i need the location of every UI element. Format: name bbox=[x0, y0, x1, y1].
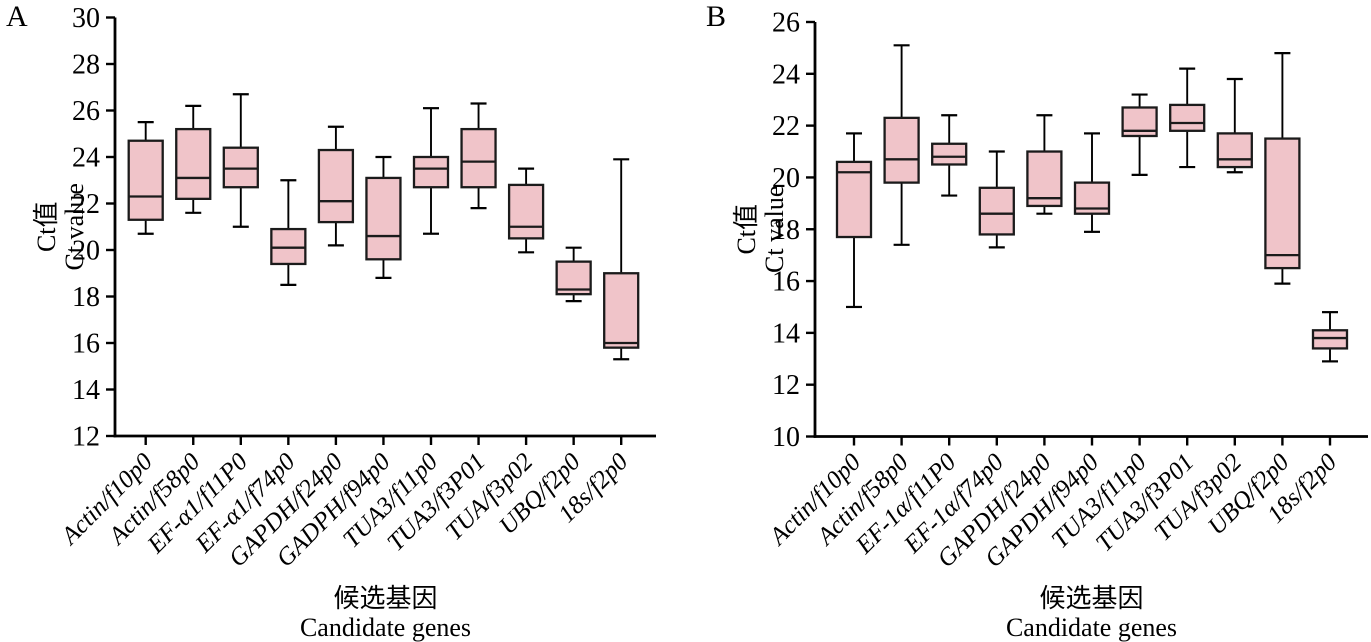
iqr-box bbox=[365, 176, 402, 261]
y-tick-label: 28 bbox=[72, 50, 100, 81]
y-tick-labels: 10 12 14 16 18 20 22 24 26 bbox=[772, 8, 815, 453]
iqr-box bbox=[412, 155, 450, 189]
box-UBQ/f2p0 bbox=[555, 246, 592, 303]
iqr-box bbox=[317, 148, 355, 224]
iqr-box bbox=[270, 227, 307, 266]
iqr-box bbox=[1311, 329, 1349, 350]
y-tick-label: 26 bbox=[72, 96, 100, 127]
y-axis-title: Ct值 Ct value bbox=[32, 183, 89, 270]
panel-b-letter: B bbox=[706, 0, 727, 33]
box-UBQ/f2p0 bbox=[1264, 51, 1301, 285]
panel-a-letter: A bbox=[6, 0, 28, 33]
box-EF-α1/f74p0 bbox=[270, 179, 307, 286]
box-TUA3/f11p0 bbox=[1121, 93, 1158, 176]
box-GAPDH/f24p0 bbox=[1026, 114, 1063, 215]
iqr-box bbox=[835, 160, 873, 239]
box-GAPDH/f94p0 bbox=[1073, 132, 1111, 233]
y-tick-label: 24 bbox=[772, 59, 800, 90]
y-tick-label: 26 bbox=[772, 8, 800, 39]
panel-B: 10 12 14 16 18 20 22 24 26 Actin/f10p0Actin/f58p0… bbox=[732, 8, 1368, 642]
iqr-box bbox=[127, 139, 164, 221]
y-tick-label: 14 bbox=[772, 318, 800, 349]
y-axis-title-line: Ct值 bbox=[732, 204, 761, 255]
x-axis-title-line: Candidate genes bbox=[1006, 613, 1177, 642]
iqr-box bbox=[1169, 103, 1206, 132]
box-TUA3/f3P01 bbox=[1169, 67, 1206, 169]
y-tick-label: 16 bbox=[72, 329, 100, 360]
y-tick-label: 14 bbox=[72, 375, 100, 406]
y-tick-label: 22 bbox=[772, 111, 800, 142]
iqr-box bbox=[603, 272, 640, 349]
iqr-box bbox=[1026, 150, 1063, 208]
iqr-box bbox=[1216, 132, 1253, 169]
y-tick-label: 20 bbox=[72, 236, 100, 267]
iqr-box bbox=[507, 183, 545, 240]
iqr-box bbox=[978, 186, 1015, 236]
box-18s/f2p0 bbox=[603, 158, 640, 361]
x-axis-title-line: 候选基因 bbox=[333, 584, 437, 613]
panel-A: 12 14 16 18 20 22 24 26 28 30 Actin/f10p0Actin/f58… bbox=[32, 3, 656, 642]
y-tick-label: 16 bbox=[772, 267, 800, 298]
iqr-box bbox=[1264, 137, 1301, 270]
y-tick-label: 24 bbox=[72, 143, 100, 174]
box-TUA/f3p02 bbox=[507, 167, 545, 254]
x-axis-title-line: 候选基因 bbox=[1039, 584, 1143, 613]
x-category-labels: Actin/f10p0Actin/f58p0EF-1α/f11P0EF-1α/f… bbox=[763, 436, 1343, 573]
box-18s/f2p0 bbox=[1311, 311, 1349, 363]
box-Actin/f10p0 bbox=[835, 132, 873, 309]
x-category-labels: Actin/f10p0Actin/f58p0EF-α1/f11P0EF-α1/f… bbox=[55, 436, 634, 572]
iqr-box bbox=[222, 146, 259, 189]
y-tick-label: 20 bbox=[772, 163, 800, 194]
y-tick-label: 12 bbox=[772, 370, 800, 401]
box-EF-α1/f11P0 bbox=[222, 93, 259, 228]
box-Actin/f10p0 bbox=[127, 121, 164, 235]
y-axis-title-line: Ct value bbox=[760, 186, 789, 273]
y-tick-label: 10 bbox=[772, 422, 800, 453]
y-tick-label: 12 bbox=[72, 422, 100, 453]
box-GAPDH/f24p0 bbox=[317, 125, 355, 247]
box-TUA/f3p02 bbox=[1216, 77, 1253, 174]
box-GADPH/f94p0 bbox=[365, 155, 402, 279]
y-tick-label: 22 bbox=[72, 189, 100, 220]
box-Actin/f58p0 bbox=[883, 44, 920, 246]
box-EF-1α/f11P0 bbox=[931, 114, 968, 197]
iqr-box bbox=[460, 127, 497, 189]
box-EF-1α/f74p0 bbox=[978, 150, 1015, 249]
box-TUA3/f3P01 bbox=[460, 102, 497, 210]
y-tick-label: 18 bbox=[72, 282, 100, 313]
x-axis-title-line: Candidate genes bbox=[300, 613, 471, 642]
y-axis-title: Ct值 Ct value bbox=[732, 186, 789, 273]
y-tick-labels: 12 14 16 18 20 22 24 26 28 30 bbox=[72, 3, 115, 453]
iqr-box bbox=[883, 116, 920, 184]
box-TUA3/f11p0 bbox=[412, 107, 450, 235]
y-tick-label: 18 bbox=[772, 215, 800, 246]
box-Actin/f58p0 bbox=[175, 104, 212, 214]
y-axis-title-line: Ct value bbox=[60, 183, 89, 270]
iqr-box bbox=[931, 142, 968, 166]
y-axis-title-line: Ct值 bbox=[32, 201, 61, 252]
y-tick-label: 30 bbox=[72, 3, 100, 34]
iqr-box bbox=[175, 127, 212, 201]
